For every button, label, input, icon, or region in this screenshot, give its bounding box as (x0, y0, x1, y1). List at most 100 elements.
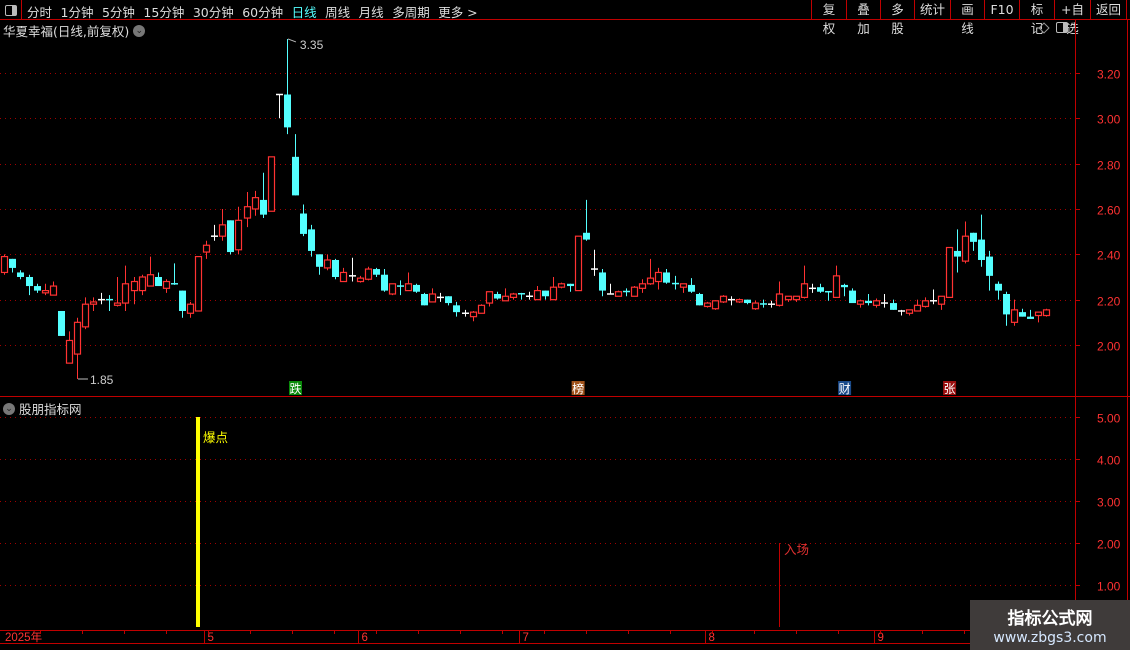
candle-down (865, 300, 872, 304)
candle-up (186, 303, 195, 314)
candle-down (954, 250, 961, 257)
candle-up (800, 283, 809, 298)
indicator-name: 股朋指标网 (19, 402, 82, 417)
adjust-button[interactable]: 复权 (811, 0, 846, 36)
candle-up (267, 156, 276, 212)
candle-up (138, 276, 147, 292)
candle-up (913, 304, 922, 312)
candle-down (970, 232, 977, 242)
x-tick-label: 5 (208, 632, 214, 644)
candle-up (388, 283, 397, 295)
candle-down (995, 283, 1002, 291)
candle-down (599, 272, 606, 291)
tab-period[interactable]: 周线 (325, 5, 351, 20)
candle-down (542, 290, 549, 297)
candle-up (937, 295, 946, 305)
tab-period[interactable]: 15分钟 (143, 5, 185, 20)
candle-up (113, 302, 122, 306)
candle-up (41, 289, 50, 294)
panel-icon[interactable] (1056, 22, 1068, 33)
y-tick-label: 2.40 (1097, 249, 1121, 263)
tab-period[interactable]: 多周期 (392, 5, 430, 20)
tab-period[interactable]: 30分钟 (192, 5, 234, 20)
candle-up (130, 280, 139, 292)
candle-up (428, 293, 437, 303)
tab-period[interactable]: 60分钟 (242, 5, 284, 20)
toolbar-buttons: 复权 叠加 多股 统计 画线 F10 标记 +自选 返回 (811, 0, 1127, 36)
candle-up (234, 219, 243, 251)
candle-up (735, 299, 744, 303)
candle-down (316, 254, 323, 267)
candle-down (26, 276, 33, 287)
diamond-icon[interactable] (1038, 21, 1050, 34)
candle-down (688, 284, 695, 292)
tab-period[interactable]: 月线 (358, 5, 384, 20)
candle-down (1019, 312, 1026, 317)
event-marker-label: 张 (944, 382, 956, 396)
stock-title: 华夏幸福(日线,前复权) (3, 24, 130, 39)
x-tick-label: 8 (709, 632, 715, 644)
candle-up (614, 291, 623, 297)
event-marker-label: 财 (839, 382, 851, 396)
y-tick-label: 3.00 (1097, 113, 1121, 127)
candle-up (549, 286, 558, 301)
candle-down (227, 220, 234, 253)
back-button[interactable]: 返回 (1090, 0, 1127, 19)
x-tick-label: 2025年 (5, 630, 42, 644)
event-marker-label: 榜 (572, 381, 584, 396)
event-marker (943, 381, 957, 395)
candle-down (421, 293, 428, 306)
candle-up (485, 291, 494, 304)
chart-corner-icons (1038, 21, 1068, 34)
tab-period[interactable]: 1分钟 (60, 5, 94, 20)
y-tick-label: 3.20 (1097, 68, 1121, 82)
tab-period[interactable]: 5分钟 (101, 5, 135, 20)
candle-down (567, 283, 574, 287)
candle-down (413, 284, 420, 292)
candle-down (284, 94, 291, 128)
candle-up (218, 224, 227, 237)
candle-down (155, 276, 162, 287)
candle-down (1003, 293, 1010, 315)
draw-button[interactable]: 画线 (950, 0, 984, 36)
f10-button[interactable]: F10 (984, 0, 1019, 19)
panel-toggle-button[interactable] (0, 0, 22, 20)
tab-period[interactable]: 分时 (27, 5, 53, 20)
y-tick-label: 2.80 (1097, 159, 1121, 173)
candle-down (663, 272, 670, 283)
chevron-down-icon[interactable]: ⌄ (133, 24, 146, 37)
high-pointer (287, 38, 297, 43)
candle-down (260, 199, 267, 215)
chart-title: 华夏幸福(日线,前复权) ⌄ (3, 21, 146, 40)
overlay-button[interactable]: 叠加 (846, 0, 880, 36)
candle-down (179, 290, 186, 311)
watermark: 指标公式网 www.zbgs3.com (970, 600, 1130, 650)
candle-down (1027, 316, 1034, 319)
stats-button[interactable]: 统计 (914, 0, 950, 19)
candle-down (744, 299, 751, 304)
candle-down (332, 259, 339, 277)
candle-down (58, 310, 65, 336)
candle-up (961, 235, 970, 262)
y-tick-label: 2.00 (1097, 340, 1121, 354)
candle-up (533, 289, 542, 301)
multi-stock-button[interactable]: 多股 (880, 0, 914, 36)
low-label: 1.85 (90, 373, 114, 387)
candle-up (775, 293, 784, 306)
candle-up (364, 268, 373, 280)
candle-up (501, 295, 510, 302)
chevron-down-icon[interactable]: ⌄ (3, 402, 15, 415)
y-tick-label: 5.00 (1097, 412, 1121, 426)
mark-button[interactable]: 标记 (1019, 0, 1054, 36)
watermark-url: www.zbgs3.com (993, 630, 1107, 646)
x-tick-label: 6 (362, 632, 368, 644)
y-tick-label: 1.00 (1097, 580, 1121, 594)
candle-up (703, 302, 712, 308)
y-tick-label: 4.00 (1097, 454, 1121, 468)
candle-up (921, 300, 930, 308)
tab-period-daily[interactable]: 日线 (291, 5, 317, 20)
more-button[interactable]: 更多 > (438, 5, 478, 20)
signal-bar (196, 417, 200, 627)
candle-up (509, 293, 518, 298)
